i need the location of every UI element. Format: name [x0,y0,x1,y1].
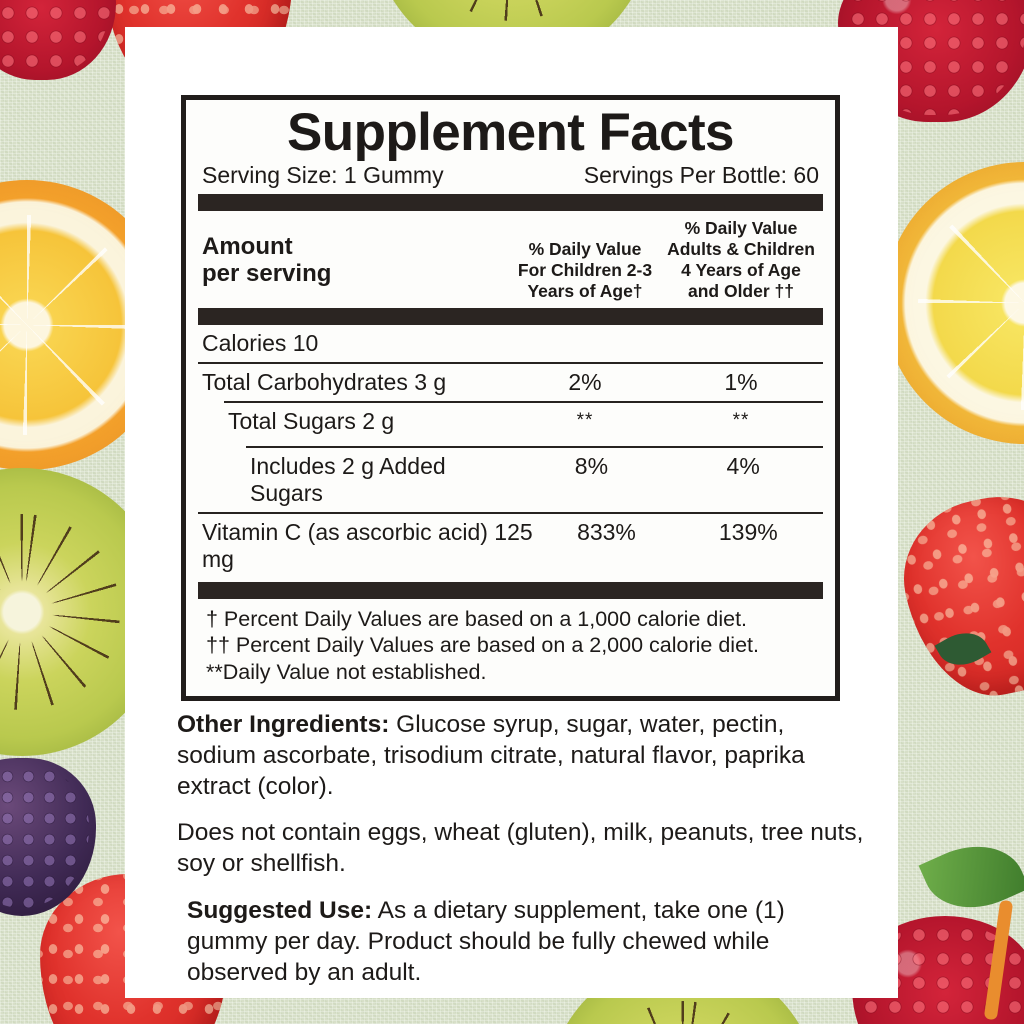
table-row: Includes 2 g Added Sugars 8% 4% [246,446,823,512]
nutrient-dv-children: 2% [568,369,602,396]
amount-per-serving-header: Amount per serving [200,233,509,288]
dv-adults-line-3: 4 Years of Age [681,260,801,281]
nutrient-dv-children: 833% [577,519,636,546]
dv-adults-line-2: Adults & Children [667,239,815,260]
nutrient-label: Calories 10 [202,330,319,357]
footnotes-block: † Percent Daily Values are based on a 1,… [198,599,823,687]
other-ingredients-text: Glucose syrup, sugar, water, pectin, sod… [177,711,805,801]
nutrient-label: Total Carbohydrates 3 g [202,369,447,396]
label-card: Supplement Facts Serving Size: 1 Gummy S… [125,27,898,998]
nutrient-label: Vitamin C (as ascorbic acid) 125 mg [202,519,533,573]
amount-line-1: Amount [202,232,293,260]
panel-title: Supplement Facts [287,103,734,162]
dv-children-line-3: Years of Age† [527,281,643,302]
nutrient-dv-children: ** [576,410,594,432]
thick-divider-top [198,194,823,212]
footnote-single-dagger: † Percent Daily Values are based on a 1,… [206,607,748,632]
footnote-double-dagger: †† Percent Daily Values are based on a 2… [206,633,759,658]
label-body-text: Other Ingredients: Glucose syrup, sugar,… [177,709,867,1003]
servings-per-bottle: Servings Per Bottle: 60 [583,162,819,189]
thick-divider-middle [198,308,823,326]
nutrient-dv-adults: ** [732,410,750,432]
dv-children-header: % Daily Value For Children 2-3 Years of … [509,239,661,302]
dv-adults-header: % Daily Value Adults & Children 4 Years … [661,218,821,302]
suggested-use-text: As a dietary supplement, take one (1) gu… [187,896,785,986]
table-row: Vitamin C (as ascorbic acid) 125 mg 833%… [198,512,823,578]
other-ingredients-label: Other Ingredients: [177,711,390,738]
dv-adults-line-4: and Older †† [687,281,794,302]
table-row: Total Carbohydrates 3 g 2% 1% [198,362,823,401]
nutrient-dv-adults: 4% [726,453,760,480]
table-row: Calories 10 [198,325,823,362]
nutrient-label: Includes 2 g Added Sugars [250,453,446,507]
dv-children-line-2: For Children 2-3 [517,260,653,281]
dv-children-line-1: % Daily Value [528,239,642,260]
suggested-use-label: Suggested Use: [187,896,373,924]
table-row: Total Sugars 2 g ** ** [224,401,823,446]
other-ingredients-paragraph: Other Ingredients: Glucose syrup, sugar,… [177,709,867,802]
nutrient-dv-children: 8% [574,453,609,480]
dv-adults-line-1: % Daily Value [684,218,798,239]
serving-info-row: Serving Size: 1 Gummy Servings Per Bottl… [198,162,823,194]
nutrient-dv-adults: 1% [724,369,758,396]
serving-size: Serving Size: 1 Gummy [202,162,444,189]
nutrient-label: Total Sugars 2 g [228,408,395,435]
amount-line-2: per serving [202,260,332,288]
supplement-facts-panel: Supplement Facts Serving Size: 1 Gummy S… [181,95,840,702]
column-header-row: Amount per serving % Daily Value For Chi… [198,211,823,308]
allergen-paragraph: Does not contain eggs, wheat (gluten), m… [177,819,864,878]
nutrient-dv-adults: 139% [718,519,778,546]
suggested-use-paragraph: Suggested Use: As a dietary supplement, … [177,895,867,988]
footnote-asterisk: **Daily Value not established. [206,659,487,684]
thick-divider-bottom [198,582,823,600]
